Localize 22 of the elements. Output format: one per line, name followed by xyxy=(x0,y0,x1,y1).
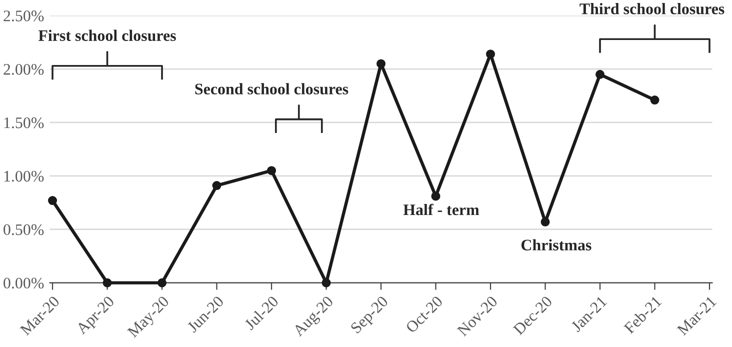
point xyxy=(486,50,496,59)
point xyxy=(431,192,440,201)
point xyxy=(595,70,605,79)
annotation: Christmas xyxy=(521,239,592,250)
point xyxy=(266,166,276,176)
annotation: Second school closures xyxy=(195,83,348,94)
y-tick-label: 0.00% xyxy=(4,278,44,289)
y-tick-label: 2.00% xyxy=(4,64,44,75)
text: Third school closures xyxy=(580,3,724,14)
point xyxy=(322,278,331,288)
point xyxy=(157,278,167,288)
y-tick-label: 2.50% xyxy=(4,10,44,22)
y-tick-label: 1.00% xyxy=(4,170,44,182)
y-tick-label: 1.50% xyxy=(4,117,44,128)
point xyxy=(376,59,386,68)
point xyxy=(212,181,222,190)
y-tick-label: 0.50% xyxy=(4,224,44,236)
point xyxy=(650,96,660,105)
annotation: First school closures xyxy=(38,30,176,42)
annotation: Half - term xyxy=(403,204,480,216)
point xyxy=(102,278,112,288)
point xyxy=(48,196,58,206)
